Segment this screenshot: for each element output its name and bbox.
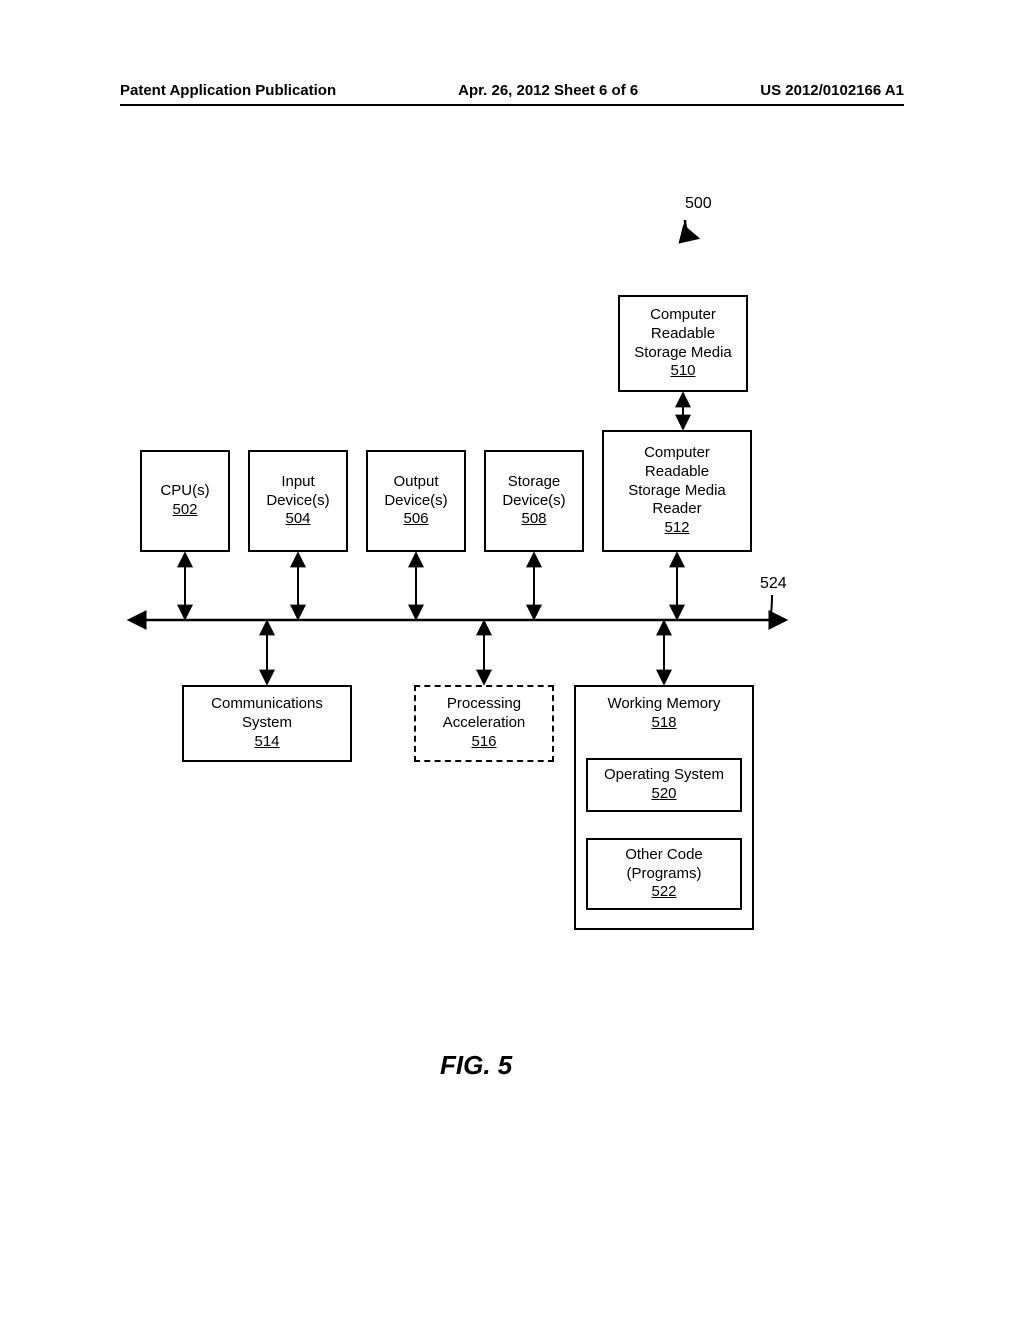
wmem-l1: Working Memory — [607, 695, 720, 714]
storage-l2: Device(s) — [502, 492, 565, 511]
connector-overlay — [0, 0, 1024, 1320]
header-left: Patent Application Publication — [120, 82, 336, 99]
other-ref: 522 — [651, 883, 676, 902]
reader-l3: Storage Media — [628, 482, 726, 501]
comm-ref: 514 — [254, 733, 279, 752]
page-header: Patent Application Publication Apr. 26, … — [120, 82, 904, 99]
box-storage: Storage Device(s) 508 — [484, 450, 584, 552]
cpu-l1: CPU(s) — [160, 482, 209, 501]
comm-l2: System — [242, 714, 292, 733]
other-l2: (Programs) — [626, 865, 701, 884]
box-comm: Communications System 514 — [182, 685, 352, 762]
os-ref: 520 — [651, 785, 676, 804]
reader-l4: Reader — [652, 500, 701, 519]
crm-ref: 510 — [670, 362, 695, 381]
comm-l1: Communications — [211, 695, 323, 714]
hook-500 — [685, 220, 697, 238]
wmem-ref: 518 — [651, 714, 676, 733]
output-l1: Output — [393, 473, 438, 492]
header-center: Apr. 26, 2012 Sheet 6 of 6 — [458, 82, 638, 99]
reader-ref: 512 — [664, 519, 689, 538]
storage-ref: 508 — [521, 510, 546, 529]
reader-l2: Readable — [645, 463, 709, 482]
box-os: Operating System 520 — [586, 758, 742, 812]
crm-l3: Storage Media — [634, 344, 732, 363]
leader-524 — [770, 595, 772, 620]
accel-l1: Processing — [447, 695, 521, 714]
accel-l2: Acceleration — [443, 714, 526, 733]
crm-l1: Computer — [650, 306, 716, 325]
figure-label: FIG. 5 — [440, 1050, 512, 1081]
output-ref: 506 — [403, 510, 428, 529]
box-crm: Computer Readable Storage Media 510 — [618, 295, 748, 392]
box-cpu: CPU(s) 502 — [140, 450, 230, 552]
ref-524: 524 — [760, 575, 787, 593]
box-accel: Processing Acceleration 516 — [414, 685, 554, 762]
other-l1: Other Code — [625, 846, 703, 865]
input-ref: 504 — [285, 510, 310, 529]
accel-ref: 516 — [471, 733, 496, 752]
os-l1: Operating System — [604, 766, 724, 785]
page: Patent Application Publication Apr. 26, … — [0, 0, 1024, 1320]
output-l2: Device(s) — [384, 492, 447, 511]
ref-500: 500 — [685, 195, 712, 213]
storage-l1: Storage — [508, 473, 561, 492]
input-l1: Input — [281, 473, 314, 492]
box-output: Output Device(s) 506 — [366, 450, 466, 552]
box-input: Input Device(s) 504 — [248, 450, 348, 552]
header-right: US 2012/0102166 A1 — [760, 82, 904, 99]
cpu-ref: 502 — [172, 501, 197, 520]
crm-l2: Readable — [651, 325, 715, 344]
header-rule — [120, 104, 904, 106]
box-reader: Computer Readable Storage Media Reader 5… — [602, 430, 752, 552]
reader-l1: Computer — [644, 444, 710, 463]
input-l2: Device(s) — [266, 492, 329, 511]
box-other: Other Code (Programs) 522 — [586, 838, 742, 910]
